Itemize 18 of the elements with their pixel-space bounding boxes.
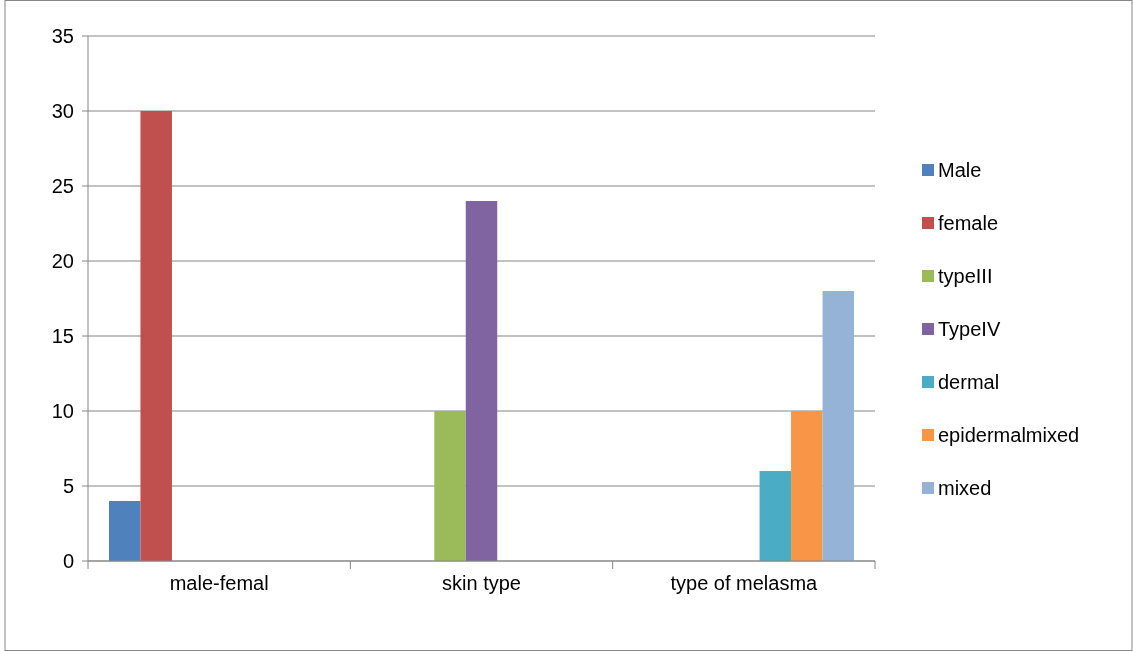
- x-tick-label: type of melasma: [670, 572, 819, 594]
- y-tick-label: 5: [62, 475, 74, 497]
- legend-label: TypeIV: [938, 318, 1001, 340]
- legend-label: dermal: [938, 371, 1000, 393]
- y-tick-label: 10: [51, 400, 74, 422]
- y-tick-label: 25: [51, 175, 74, 197]
- legend-label: female: [938, 212, 999, 234]
- legend-label: mixed: [938, 477, 992, 499]
- legend-label: epidermalmixed: [938, 424, 1080, 446]
- legend-label: Male: [938, 159, 982, 181]
- legend-label: typeIII: [938, 265, 993, 287]
- y-tick-label: 0: [62, 550, 74, 572]
- y-tick-label: 15: [51, 325, 74, 347]
- y-tick-label: 30: [51, 100, 74, 122]
- y-tick-label: 35: [51, 25, 74, 47]
- y-tick-label: 20: [51, 250, 74, 272]
- x-tick-label: male-femal: [169, 572, 269, 594]
- x-tick-label: skin type: [442, 572, 521, 594]
